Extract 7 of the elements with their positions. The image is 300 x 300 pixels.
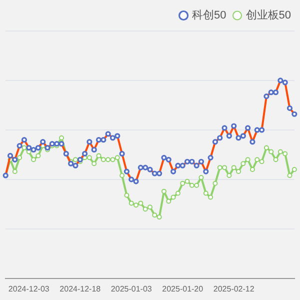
- legend-label: 创业板50: [246, 8, 292, 22]
- legend-label: 科创50: [192, 10, 226, 22]
- x-tick-label: 2024-12-03: [8, 284, 50, 294]
- x-tick-label: 2024-12-18: [60, 284, 102, 294]
- x-tick-label: 2025-02-12: [213, 284, 255, 294]
- x-tick-label: 2025-01-20: [162, 284, 204, 294]
- x-tick-label: 2025-01-03: [110, 284, 152, 294]
